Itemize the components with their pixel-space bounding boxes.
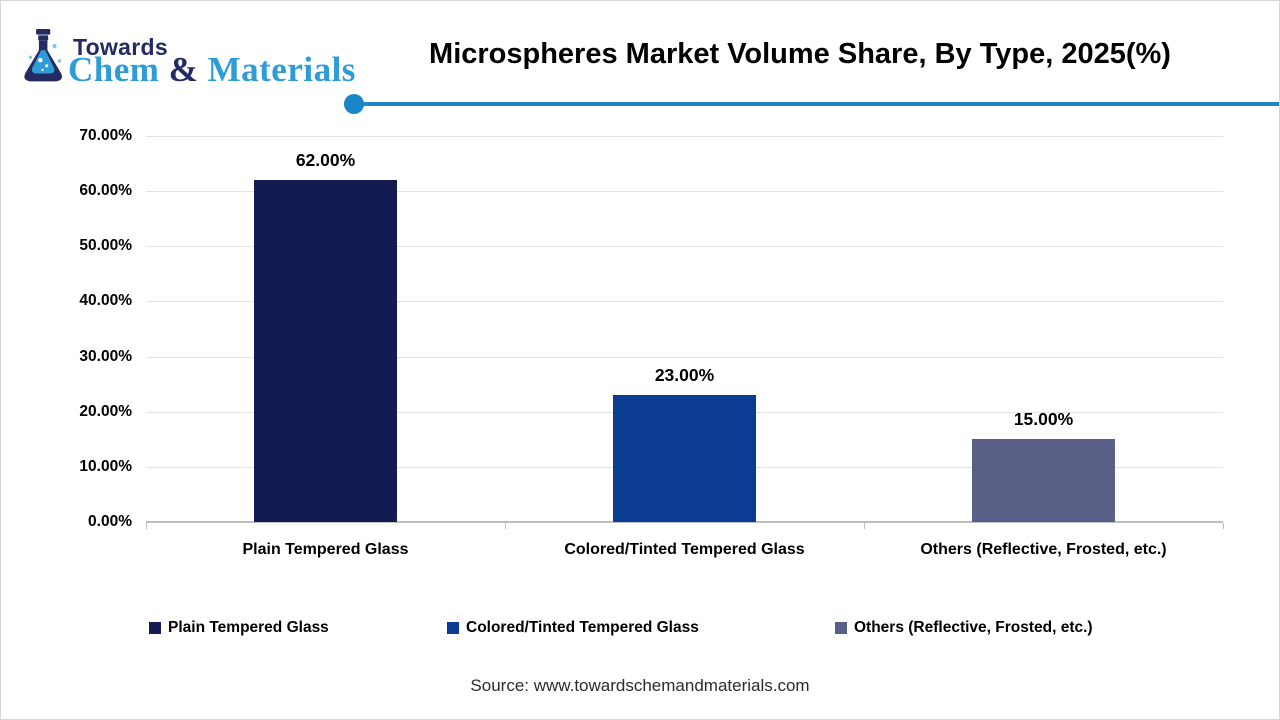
gridline bbox=[146, 191, 1223, 193]
x-axis-tick bbox=[146, 523, 147, 529]
gridline bbox=[146, 136, 1223, 137]
legend-swatch bbox=[149, 622, 161, 634]
category-label-3: Others (Reflective, Frosted, etc.) bbox=[920, 541, 1167, 558]
x-axis-tick bbox=[505, 523, 506, 529]
legend: Plain Tempered Glass Colored/Tinted Tempe… bbox=[1, 619, 1279, 639]
legend-item: Others (Reflective, Frosted, etc.) bbox=[835, 619, 1093, 637]
legend-item: Colored/Tinted Tempered Glass bbox=[447, 619, 699, 637]
chart-title: Microspheres Market Volume Share, By Typ… bbox=[429, 38, 1171, 70]
y-axis-tick-label: 50.00% bbox=[79, 237, 132, 255]
source-text: Source: www.towardschemandmaterials.com bbox=[470, 676, 810, 695]
title-underline bbox=[344, 94, 1279, 114]
category-label-1: Plain Tempered Glass bbox=[242, 541, 409, 558]
legend-swatch bbox=[447, 622, 459, 634]
x-axis-tick bbox=[864, 523, 865, 529]
y-axis-tick-label: 60.00% bbox=[79, 182, 132, 200]
gridline bbox=[146, 301, 1223, 303]
legend-item: Plain Tempered Glass bbox=[149, 619, 329, 637]
bar-value-label: 15.00% bbox=[1013, 409, 1074, 430]
underline-dot-icon bbox=[344, 94, 364, 114]
logo-brand-text: Chem & Materials bbox=[68, 50, 356, 90]
logo-towards-text: Towards bbox=[73, 34, 168, 60]
legend-label: Others (Reflective, Frosted, etc.) bbox=[854, 619, 1093, 636]
y-axis-tick-label: 40.00% bbox=[79, 292, 132, 310]
bar-3 bbox=[972, 439, 1115, 522]
flask-icon bbox=[24, 29, 62, 82]
bar-value-label: 23.00% bbox=[654, 365, 715, 386]
logo-ampersand: & bbox=[159, 50, 208, 89]
gridline bbox=[146, 356, 1223, 358]
bar-value-label: 62.00% bbox=[295, 150, 356, 171]
category-label-2: Colored/Tinted Tempered Glass bbox=[564, 541, 805, 558]
gridline bbox=[146, 246, 1223, 248]
legend-swatch bbox=[835, 622, 847, 634]
legend-label: Plain Tempered Glass bbox=[168, 619, 329, 636]
logo-materials-text: Materials bbox=[207, 50, 356, 89]
legend-label: Colored/Tinted Tempered Glass bbox=[466, 619, 699, 636]
y-axis-tick-label: 20.00% bbox=[79, 402, 132, 420]
y-axis-tick-label: 70.00% bbox=[79, 127, 132, 144]
plot-area: 0.00% 10.00% 20.00% 30.00% 40.00% 50.00% 60.00… bbox=[79, 127, 1224, 558]
bar-2 bbox=[613, 395, 756, 522]
bar-1 bbox=[254, 180, 397, 522]
y-axis-tick-label: 30.00% bbox=[79, 347, 132, 365]
x-axis-line bbox=[146, 521, 1223, 523]
y-axis-tick-label: 0.00% bbox=[88, 513, 132, 530]
y-axis-tick-label: 10.00% bbox=[79, 457, 132, 475]
x-axis-tick bbox=[1223, 523, 1224, 529]
logo-chem-text: Chem bbox=[68, 50, 160, 89]
